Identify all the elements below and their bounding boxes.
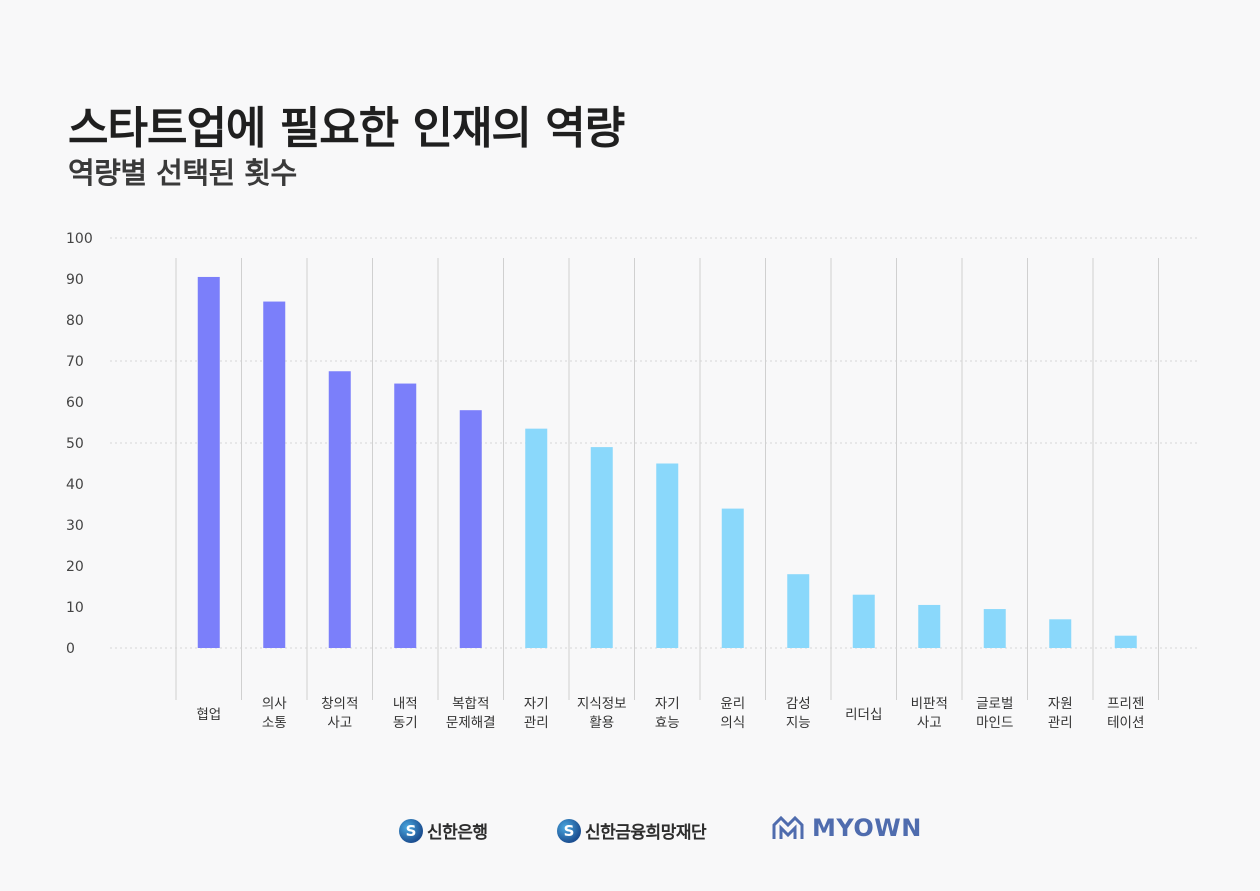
category-label: 감성 지능 — [786, 696, 811, 731]
myown-text: MYOWN — [812, 814, 922, 842]
category-label: 복합적 문제해결 — [446, 696, 496, 731]
category-label: 윤리 의식 — [720, 696, 745, 731]
bar-5 — [525, 428, 548, 648]
shinhan-bank-text: 신한은행 — [427, 823, 488, 843]
y-tick-label: 90 — [66, 272, 84, 288]
shinhan-bank-logo: S 신한은행 — [399, 818, 488, 843]
page-subtitle: 역량별 선택된 횟수 — [68, 156, 297, 190]
bar-9 — [787, 574, 810, 648]
bar-10 — [852, 594, 875, 648]
category-label: 창의적 사고 — [321, 696, 358, 731]
y-tick-label: 60 — [66, 395, 84, 411]
category-label: 자원 관리 — [1048, 696, 1073, 731]
bar-14 — [1114, 635, 1137, 648]
category-label: 프리젠 테이션 — [1107, 696, 1144, 731]
y-tick-label: 0 — [66, 641, 75, 657]
shinhan-logo-icon: S — [557, 818, 581, 843]
category-label: 리더십 — [845, 707, 882, 723]
y-tick-label: 10 — [66, 600, 84, 616]
bar-2 — [328, 371, 351, 648]
y-tick-label: 20 — [66, 559, 84, 575]
y-tick-label: 80 — [66, 313, 84, 329]
bar-8 — [721, 508, 744, 648]
bar-6 — [590, 447, 613, 648]
shinhan-foundation-logo: S 신한금융희망재단 — [557, 818, 707, 843]
bar-1 — [263, 301, 286, 648]
myown-logo: MYOWN — [772, 814, 922, 842]
y-tick-label: 30 — [66, 518, 84, 534]
category-label: 지식정보 활용 — [577, 696, 627, 731]
bar-0 — [197, 276, 220, 648]
myown-logo-icon — [772, 815, 804, 839]
category-label: 자기 관리 — [524, 696, 549, 731]
category-label: 협업 — [196, 707, 221, 723]
bar-12 — [983, 609, 1006, 648]
footer-logos: S 신한은행 S 신한금융희망재단 MYOWN — [0, 812, 1260, 856]
category-label: 자기 효능 — [655, 696, 680, 731]
bar-11 — [918, 604, 941, 648]
shinhan-logo-icon: S — [399, 818, 423, 843]
category-label: 의사 소통 — [262, 696, 287, 731]
category-label: 글로벌 마인드 — [976, 696, 1013, 731]
bar-chart: 0 10 20 30 40 50 60 70 80 90 100 협업 의사 소통 창의적 사고 내적 동기 복합적… — [66, 231, 1200, 731]
category-label: 내적 동기 — [393, 696, 418, 731]
y-tick-label: 40 — [66, 477, 84, 493]
bar-7 — [656, 463, 679, 648]
shinhan-foundation-text: 신한금융희망재단 — [585, 823, 707, 843]
bar-4 — [459, 410, 482, 648]
bar-3 — [394, 383, 417, 648]
y-tick-label: 70 — [66, 354, 84, 370]
bar-13 — [1049, 619, 1072, 648]
category-label: 비판적 사고 — [911, 696, 948, 731]
y-tick-label: 100 — [66, 231, 93, 247]
page-title: 스타트업에 필요한 인재의 역량 — [68, 103, 625, 154]
y-tick-label: 50 — [66, 436, 84, 452]
